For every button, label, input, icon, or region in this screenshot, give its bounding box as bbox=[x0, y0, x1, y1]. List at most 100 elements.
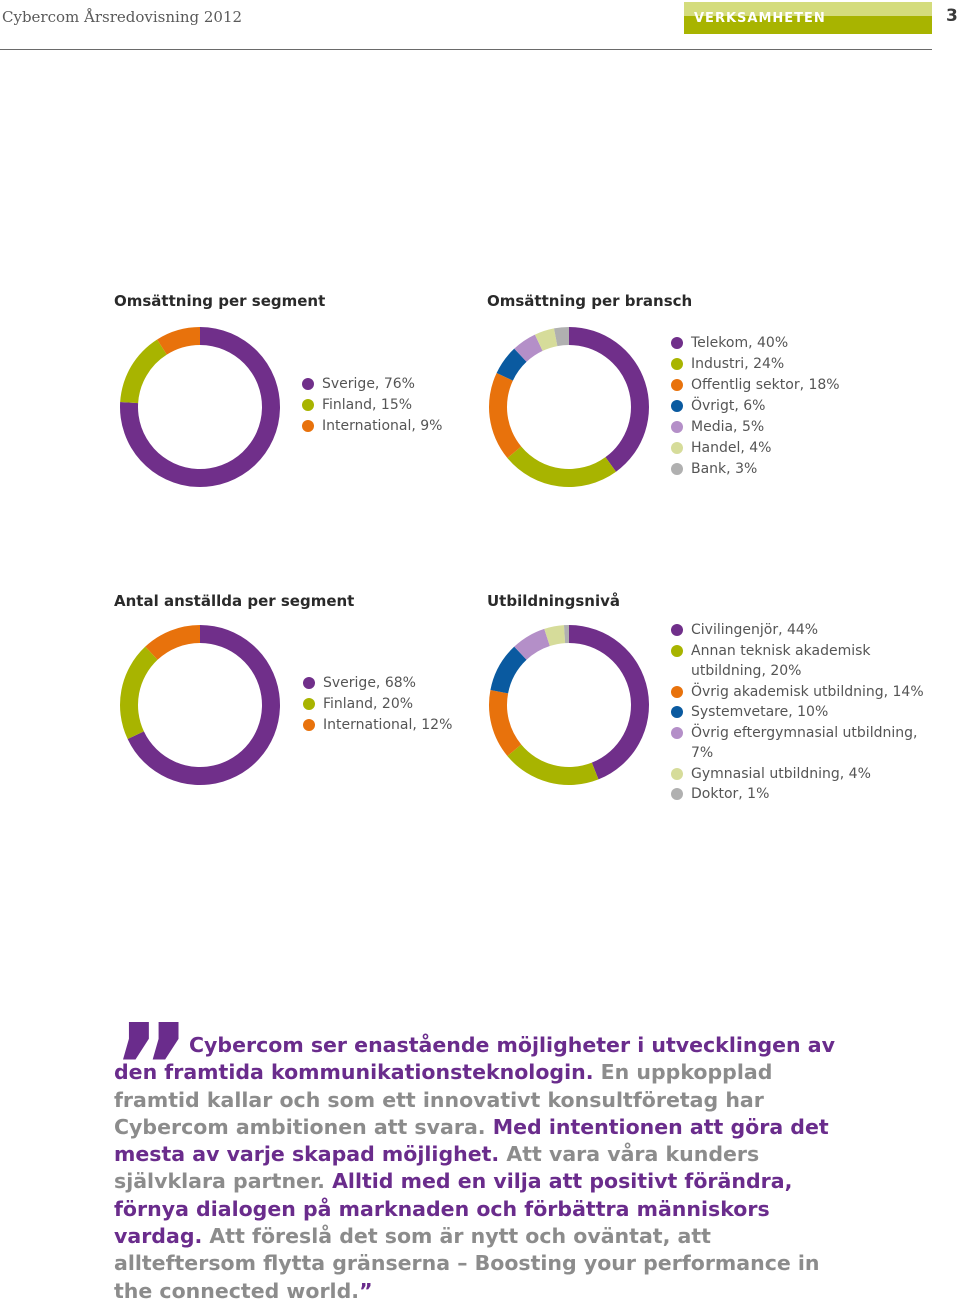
donut-slice-telekom bbox=[569, 327, 649, 472]
legend-swatch-icon bbox=[671, 337, 683, 349]
legend-label: Övrig akademisk utbildning, 14% bbox=[691, 683, 924, 700]
donut-slice-vrigt bbox=[496, 348, 527, 381]
donut-slice-annan-teknisk-akademisk-utbildning bbox=[507, 744, 599, 785]
donut-slice-systemvetare bbox=[490, 646, 527, 694]
legend-swatch-icon bbox=[303, 677, 315, 689]
donut-chart-segment-revenue bbox=[120, 327, 280, 487]
legend-label: Systemvetare, 10% bbox=[691, 704, 829, 720]
legend-label: Telekom, 40% bbox=[691, 335, 789, 351]
legend-label: Bank, 3% bbox=[691, 461, 758, 477]
legend-item: Övrig eftergymnasial utbildning, 7% bbox=[671, 723, 941, 764]
legend-item: Övrig akademisk utbildning, 14% bbox=[671, 682, 941, 703]
legend-label: Övrig eftergymnasial utbildning, 7% bbox=[691, 724, 918, 762]
legend-swatch-icon bbox=[671, 706, 683, 718]
legend-swatch-icon bbox=[302, 399, 314, 411]
legend-label: Handel, 4% bbox=[691, 440, 772, 456]
legend-item: Doktor, 1% bbox=[671, 784, 941, 805]
legend-label: Industri, 24% bbox=[691, 356, 785, 372]
legend-label: Civilingenjör, 44% bbox=[691, 622, 819, 638]
quote-part-5: Alltid med en vilja att positivt förändr… bbox=[114, 1169, 793, 1249]
header-divider bbox=[0, 49, 932, 50]
legend-label: Sverige, 76% bbox=[322, 376, 415, 392]
legend-label: Annan teknisk akademisk utbildning, 20% bbox=[691, 642, 871, 680]
page-number: 3 bbox=[946, 6, 958, 26]
legend-label: Finland, 15% bbox=[322, 397, 413, 413]
legend-swatch-icon bbox=[671, 358, 683, 370]
donut-slice-offentlig-sektor bbox=[489, 372, 522, 458]
section-band-bottom bbox=[684, 16, 932, 34]
legend-item: Industri, 24% bbox=[671, 354, 871, 375]
legend-swatch-icon bbox=[671, 685, 683, 698]
quote-open-mark: ” bbox=[112, 1010, 191, 1130]
legend-swatch-icon bbox=[671, 644, 683, 657]
legend-label: Doktor, 1% bbox=[691, 786, 770, 802]
donut-slice-doktor bbox=[563, 625, 569, 644]
donut-chart-employees-segment bbox=[120, 625, 281, 785]
legend-item: Bank, 3% bbox=[671, 459, 871, 480]
legend-label: Övrigt, 6% bbox=[691, 398, 766, 414]
section-band-top bbox=[684, 2, 932, 16]
legend-label: Gymnasial utbildning, 4% bbox=[691, 765, 871, 782]
donut-slice-industri bbox=[507, 446, 617, 487]
donut-slice-international bbox=[145, 625, 200, 660]
chart-title-education: Utbildningsnivå bbox=[487, 592, 620, 610]
legend-swatch-icon bbox=[671, 624, 683, 636]
legend-item: Övrigt, 6% bbox=[671, 396, 871, 417]
quote-part-2: En uppkopplad framtid kallar och som ett… bbox=[114, 1060, 773, 1139]
legend-label: Media, 5% bbox=[691, 419, 765, 435]
legend-swatch-icon bbox=[671, 726, 683, 739]
legend-item: International, 12% bbox=[303, 715, 473, 736]
legend-label: Offentlig sektor, 18% bbox=[691, 377, 840, 393]
report-title: Cybercom Årsredovisning 2012 bbox=[2, 8, 243, 26]
legend-swatch-icon bbox=[671, 400, 683, 412]
donut-slice-finland bbox=[120, 339, 167, 404]
legend-item: Handel, 4% bbox=[671, 438, 871, 459]
chart-title-employees-segment: Antal anställda per segment bbox=[114, 592, 355, 610]
quote-open-mark-glyph: ” bbox=[112, 1000, 191, 1139]
legend-swatch-icon bbox=[302, 420, 314, 432]
legend-swatch-icon bbox=[671, 442, 683, 454]
legend-segment-revenue: Sverige, 76% Finland, 15% International, 9… bbox=[302, 374, 472, 437]
legend-education: Civilingenjör, 44% Annan teknisk akademis… bbox=[671, 620, 941, 805]
legend-swatch-icon bbox=[671, 788, 683, 800]
pull-quote: Cybercom ser enastående möjligheter i ut… bbox=[114, 1032, 854, 1305]
chart-title-industry-revenue: Omsättning per bransch bbox=[487, 292, 693, 310]
donut-chart-education bbox=[489, 625, 649, 785]
legend-item: Annan teknisk akademisk utbildning, 20% bbox=[671, 641, 941, 682]
legend-label: International, 12% bbox=[323, 717, 453, 733]
donut-chart-industry-revenue bbox=[489, 327, 649, 487]
legend-swatch-icon bbox=[671, 379, 683, 391]
quote-close-mark: ” bbox=[359, 1278, 373, 1303]
quote-part-1: Cybercom ser enastående möjligheter i ut… bbox=[114, 1033, 835, 1085]
chart-title-segment-revenue: Omsättning per segment bbox=[114, 292, 326, 310]
donut-slice-gymnasial-utbildning bbox=[544, 625, 566, 647]
legend-swatch-icon bbox=[303, 719, 315, 731]
legend-swatch-icon bbox=[303, 698, 315, 710]
legend-label: Sverige, 68% bbox=[323, 675, 416, 691]
quote-part-4: Att vara våra kunders självklara partner… bbox=[114, 1142, 760, 1194]
legend-industry-revenue: Telekom, 40% Industri, 24% Offentlig sekto… bbox=[671, 333, 871, 480]
quote-part-6: Att föreslå det som är nytt och oväntat,… bbox=[114, 1224, 820, 1303]
legend-swatch-icon bbox=[302, 378, 314, 390]
legend-item: Finland, 15% bbox=[302, 395, 472, 416]
legend-label: International, 9% bbox=[322, 418, 443, 434]
legend-item: Offentlig sektor, 18% bbox=[671, 375, 871, 396]
legend-swatch-icon bbox=[671, 767, 683, 780]
donut-slice-international bbox=[157, 327, 200, 355]
legend-item: Telekom, 40% bbox=[671, 333, 871, 354]
donut-slice-vrig-eftergymnasial-utbildning bbox=[514, 628, 550, 660]
donut-slice-media bbox=[514, 334, 543, 362]
legend-label: Finland, 20% bbox=[323, 696, 414, 712]
legend-swatch-icon bbox=[671, 421, 683, 433]
section-label: VERKSAMHETEN bbox=[694, 11, 826, 26]
legend-employees-segment: Sverige, 68% Finland, 20% International, 1… bbox=[303, 673, 473, 736]
donut-slice-bank bbox=[554, 327, 569, 347]
legend-item: International, 9% bbox=[302, 416, 472, 437]
legend-item: Media, 5% bbox=[671, 417, 871, 438]
quote-part-3: Med intentionen att göra det mesta av va… bbox=[114, 1114, 829, 1167]
donut-slice-handel bbox=[534, 328, 558, 351]
donut-slice-vrig-akademisk-utbildning bbox=[489, 690, 522, 756]
legend-item: Systemvetare, 10% bbox=[671, 702, 941, 723]
legend-item: Gymnasial utbildning, 4% bbox=[671, 764, 941, 785]
donut-slice-finland bbox=[120, 646, 158, 740]
